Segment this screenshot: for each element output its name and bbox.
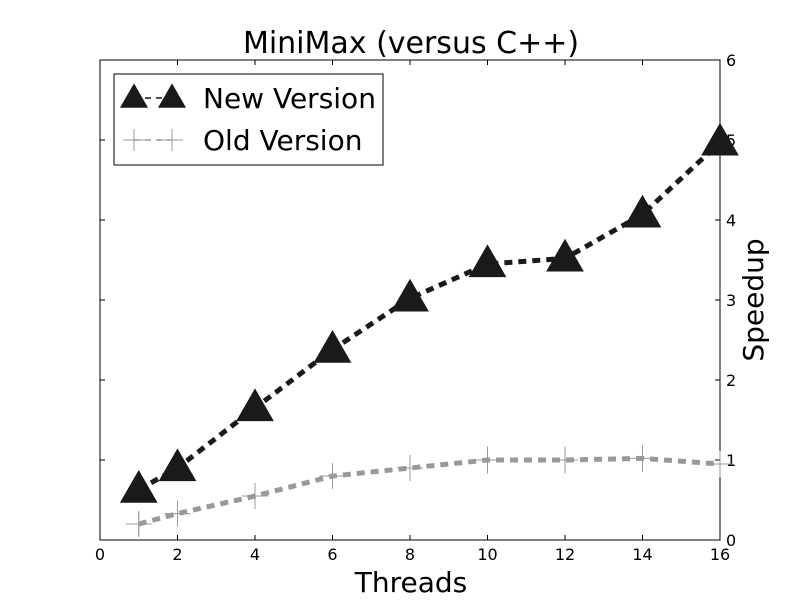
x-tick-label: 16 bbox=[710, 545, 730, 564]
data-point bbox=[164, 500, 191, 527]
x-tick-label: 14 bbox=[632, 545, 652, 564]
series-line-old-version bbox=[138, 455, 721, 527]
legend-item-old-version: Old Version bbox=[123, 124, 362, 157]
x-tick-label: 10 bbox=[477, 545, 497, 564]
data-point bbox=[391, 278, 429, 312]
y-tick-label: 1 bbox=[726, 451, 736, 470]
x-tick-label: 4 bbox=[250, 545, 260, 564]
data-point bbox=[629, 445, 656, 472]
series-layer bbox=[119, 122, 739, 537]
y-tick-label: 6 bbox=[726, 51, 736, 70]
legend-marker bbox=[123, 129, 145, 151]
legend-marker bbox=[157, 83, 187, 108]
x-tick-label: 12 bbox=[555, 545, 575, 564]
x-tick-label: 8 bbox=[405, 545, 415, 564]
legend-item-new-version: New Version bbox=[119, 82, 376, 115]
data-point bbox=[474, 447, 501, 473]
data-point bbox=[552, 447, 578, 473]
x-axis-title: Threads bbox=[354, 566, 468, 599]
y-tick-label: 2 bbox=[726, 371, 736, 390]
data-point bbox=[119, 469, 158, 503]
y-tick-label: 3 bbox=[726, 291, 736, 310]
legend-marker bbox=[119, 83, 149, 108]
data-point bbox=[468, 244, 507, 278]
data-point bbox=[701, 122, 739, 156]
y-tick-label: 4 bbox=[726, 211, 736, 230]
y-axis-title: Speedup bbox=[737, 238, 770, 361]
data-point bbox=[158, 448, 197, 482]
chart-title: MiniMax (versus C++) bbox=[243, 26, 579, 61]
x-tick-label: 0 bbox=[95, 545, 105, 564]
data-point bbox=[242, 483, 268, 509]
legend-marker bbox=[161, 129, 183, 151]
series-new-version bbox=[119, 122, 739, 503]
data-point bbox=[397, 455, 423, 481]
legend-label: New Version bbox=[203, 82, 376, 115]
data-point bbox=[623, 194, 662, 228]
series-line-new-version bbox=[137, 140, 722, 492]
legend: New Version Old Version bbox=[113, 73, 384, 166]
y-tick-label: 5 bbox=[726, 131, 736, 150]
x-tick-label: 2 bbox=[172, 545, 182, 564]
data-point bbox=[707, 451, 733, 477]
data-point bbox=[236, 388, 274, 422]
data-point bbox=[546, 238, 584, 272]
data-point bbox=[313, 329, 352, 363]
y-tick-label: 0 bbox=[726, 531, 736, 550]
legend-box bbox=[113, 73, 384, 166]
x-tick-label: 6 bbox=[327, 545, 337, 564]
data-point bbox=[319, 463, 346, 489]
series-old-version bbox=[125, 444, 733, 537]
data-point bbox=[125, 511, 152, 537]
legend-label: Old Version bbox=[203, 124, 362, 157]
